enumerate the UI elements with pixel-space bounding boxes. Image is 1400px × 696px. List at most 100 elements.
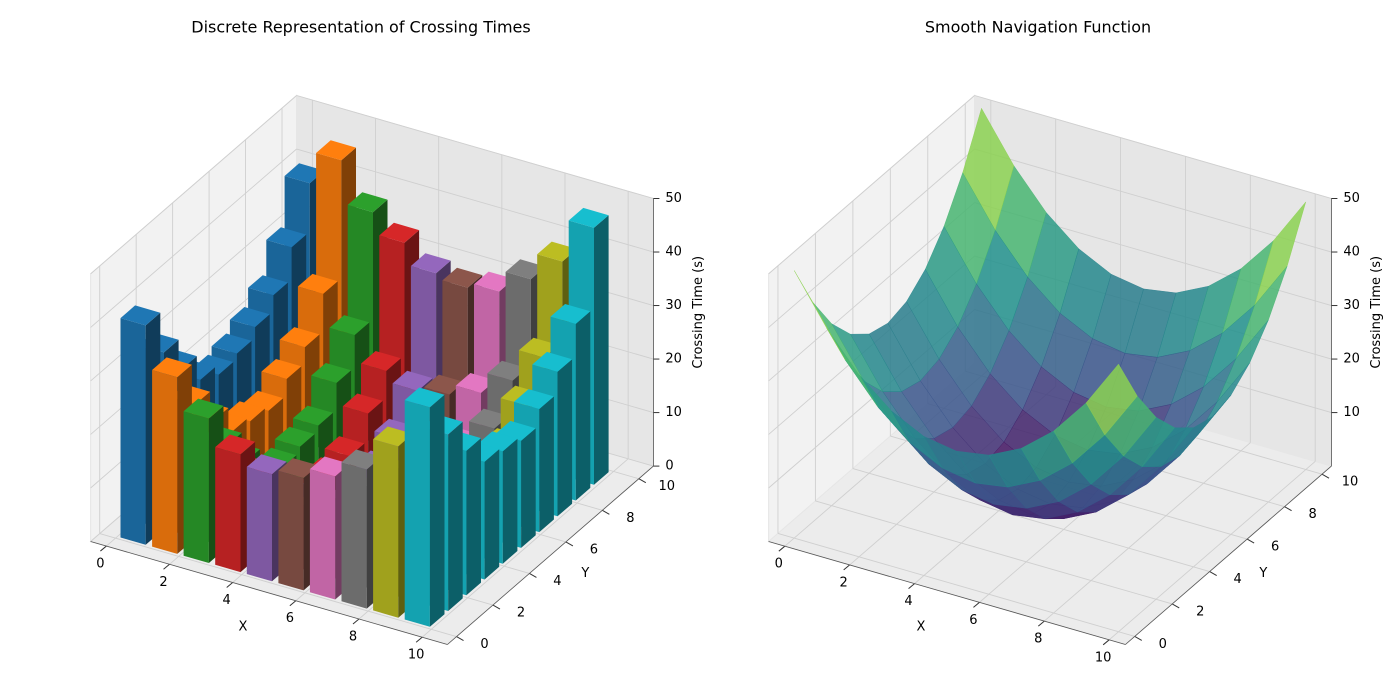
z-tick-label: 40 (1343, 245, 1360, 260)
grid-line (99, 533, 457, 638)
y-tick-label: 2 (1196, 604, 1204, 619)
tick-mark (289, 600, 297, 607)
y-tick-label: 4 (553, 574, 561, 589)
bar-face (279, 327, 320, 348)
tick-mark (843, 564, 851, 571)
axis-line (1125, 465, 1332, 645)
z-axis-label: Crossing Time (s) (691, 256, 706, 369)
z-tick-label: 50 (1343, 191, 1360, 206)
grid-line (296, 95, 654, 199)
bar-face (424, 374, 464, 395)
bar-face (532, 351, 573, 372)
bar-face (316, 140, 356, 161)
bar-face (410, 253, 451, 274)
bar-face (373, 439, 399, 618)
tick-mark (492, 604, 501, 610)
grid-line (90, 95, 297, 275)
bar-face (246, 454, 287, 475)
z-tick-label: 0 (665, 459, 673, 474)
bar-face (329, 315, 370, 335)
y-axis-label: Y (580, 566, 589, 581)
grid-line (90, 148, 297, 328)
bar-face (521, 428, 536, 548)
bar-face (284, 163, 325, 184)
z-tick-label: 30 (1343, 298, 1360, 313)
grid-line (1044, 442, 1251, 622)
bar-face (502, 438, 518, 564)
bar-face (373, 426, 413, 447)
y-tick-label: 0 (480, 637, 488, 652)
tick-mark (1102, 639, 1110, 646)
z-tick-label: 20 (665, 352, 682, 367)
tick-mark (973, 601, 980, 608)
z-tick-label: 30 (665, 298, 682, 313)
x-tick-label: 8 (1034, 632, 1042, 647)
bar (404, 387, 445, 627)
axis-line (447, 465, 654, 645)
bar-face (278, 458, 319, 478)
grid-line (421, 458, 629, 638)
tick-mark (565, 541, 574, 547)
tick-mark (1171, 603, 1180, 609)
tick-mark (100, 545, 107, 552)
tick-mark (778, 545, 786, 552)
y-tick-label: 8 (1308, 507, 1316, 522)
y-tick-label: 0 (1159, 637, 1167, 652)
bar-face (274, 426, 315, 447)
bar-face (120, 305, 161, 326)
bar-face (152, 357, 192, 378)
z-tick-label: 10 (1343, 405, 1360, 420)
axis-line (768, 541, 1126, 645)
bar-face (311, 363, 352, 383)
bar-face (484, 449, 500, 580)
grid-line (974, 95, 1332, 199)
axis-line (90, 541, 448, 645)
bar-face (215, 434, 256, 455)
grid-line (768, 148, 975, 328)
bar-face (469, 408, 509, 429)
tick-mark (1209, 571, 1217, 576)
y-tick-label: 6 (590, 542, 598, 557)
bar-face (309, 469, 336, 600)
bar-face (297, 273, 338, 294)
x-tick-label: 10 (1095, 650, 1112, 665)
x-tick-label: 6 (286, 611, 294, 626)
x-tick-label: 0 (96, 557, 104, 572)
bar-face (347, 192, 388, 213)
bar-face (404, 387, 445, 408)
bar-face (246, 466, 272, 582)
bar-face (120, 318, 146, 545)
bar-face (248, 275, 288, 296)
bar-face (442, 267, 483, 288)
bar-face (448, 421, 463, 611)
bar-face (278, 470, 304, 591)
tick-mark (1284, 506, 1292, 512)
grid-line (815, 500, 1173, 605)
bar-face (342, 393, 383, 414)
bar-face (505, 259, 546, 280)
chart-title: Discrete Representation of Crossing Time… (191, 18, 530, 37)
bar-face (568, 207, 609, 228)
bar-face (293, 405, 333, 426)
surface-patch (1085, 363, 1138, 436)
grid-line (852, 468, 1210, 572)
bar-face (183, 411, 209, 563)
x-tick-label: 10 (408, 648, 425, 663)
tick-mark (456, 636, 464, 642)
bar-face (266, 227, 307, 248)
bar-face (429, 394, 445, 627)
y-tick-label: 8 (626, 511, 634, 526)
grid-line (777, 532, 1135, 637)
bar-face (466, 438, 481, 596)
tick-mark (602, 509, 610, 515)
bar-face (550, 304, 591, 324)
bar-face (455, 373, 496, 393)
z-tick-label: 10 (665, 405, 682, 420)
x-axis-label: X (239, 620, 248, 635)
bar-face (211, 333, 252, 354)
bar-face (575, 311, 591, 501)
z-axis-label: Crossing Time (s) (1369, 256, 1384, 369)
x-tick-label: 8 (349, 629, 357, 644)
bar-face (361, 351, 401, 371)
